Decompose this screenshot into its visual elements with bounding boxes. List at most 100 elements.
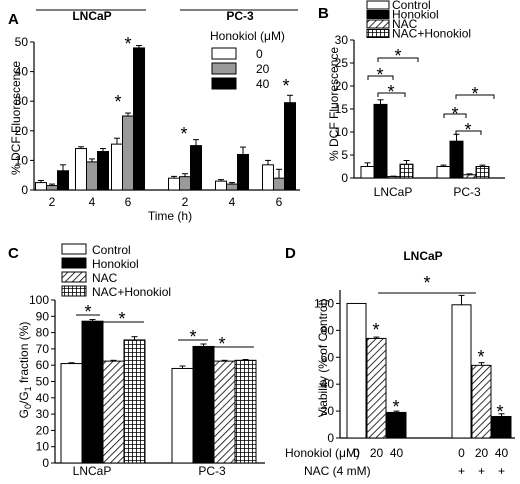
bar-a-2-5 <box>226 183 238 191</box>
b-ytick-label: 15 <box>335 102 349 116</box>
sig-star-d-5: * <box>496 402 503 422</box>
legend-label-c-3: NAC <box>92 271 118 285</box>
sig-star-c-4: * <box>218 334 225 354</box>
bar-a-1-1 <box>35 182 47 191</box>
c-ytick-label: 10 <box>36 440 50 454</box>
plot-area-c <box>54 300 265 464</box>
bar-a-3-2 <box>97 151 109 191</box>
legend-title-a: Honokiol (μM) <box>210 29 285 43</box>
x-tick-label-a: 6 <box>276 195 283 209</box>
sig-star-d-4: * <box>477 347 484 367</box>
panel-c: C G0/G1 fraction (%) ControlHonokiolNACN… <box>8 243 265 478</box>
sig-star-a-4: * <box>282 76 289 96</box>
bar-d-2 <box>366 337 387 439</box>
chart-title-d: LNCaP <box>403 249 442 263</box>
bar-a-2-4 <box>179 176 191 191</box>
bar-a-2-3 <box>122 115 134 191</box>
honokiol-dose-d-4: 0 <box>458 446 465 460</box>
b-ytick-label: 5 <box>341 148 348 162</box>
c-ytick-label: 40 <box>36 391 50 405</box>
bar-c-3-1 <box>102 360 125 464</box>
d-ytick-label: 0 <box>327 431 334 445</box>
y-ticks-c: 0 10 20 30 40 50 60 70 80 90 100 <box>29 293 55 470</box>
c-ytick-label: 60 <box>36 358 50 372</box>
x-axis-label-a: Time (h) <box>148 209 192 223</box>
bar-b-3-2 <box>462 174 477 179</box>
panel-d: D LNCaP Viability (% of Control) 0 20 40 60… <box>285 245 515 478</box>
sig-star-c-1: * <box>84 302 91 322</box>
bar-a-1-3 <box>111 143 123 191</box>
significance-d: * * * * * <box>372 273 503 422</box>
sig-star-b-2: * <box>387 82 394 102</box>
panel-label-b: B <box>318 5 329 22</box>
legend-label-a-20: 20 <box>256 62 270 76</box>
sig-star-c-3: * <box>189 327 196 347</box>
plot-area-b <box>353 40 505 179</box>
bar-c-1-2 <box>171 367 194 464</box>
c-ytick-label: 100 <box>29 293 49 307</box>
x-ticks-a: 2 4 6 2 4 6 <box>49 195 283 209</box>
legend-label-c-1: Control <box>92 243 131 257</box>
sig-star-a-2: * <box>114 92 121 112</box>
x-cat-b-lncap: LNCaP <box>374 185 413 199</box>
x-tick-label-a: 6 <box>125 195 132 209</box>
legend-label-c-4: NAC+Honokiol <box>92 285 171 299</box>
panel-label-d: D <box>285 245 296 262</box>
panel-a: A % DCF Fluorescence Time (h) LNCaP PC-3… <box>8 9 300 223</box>
bar-a-3-4 <box>190 145 202 191</box>
legend-swatch-a-0 <box>211 47 237 60</box>
sig-bracket-b-4 <box>443 113 467 118</box>
sig-bracket-b-1 <box>367 75 394 80</box>
bar-a-1-5 <box>215 180 227 191</box>
group-label-a-pc3: PC-3 <box>226 9 254 23</box>
legend-swatch-c-4 <box>61 285 87 297</box>
legend-swatch-b-3 <box>366 19 390 29</box>
bar-a-2-6 <box>273 177 285 191</box>
sig-bracket-b-5 <box>455 130 482 135</box>
x-tick-label-a: 4 <box>89 195 96 209</box>
bar-b-4-2 <box>475 166 490 179</box>
y-ticks-a: 0 10 20 30 40 50 <box>15 35 34 197</box>
bar-a-1-6 <box>262 164 274 191</box>
legend-label-c-2: Honokiol <box>92 257 139 271</box>
b-ytick-label: 25 <box>335 56 349 70</box>
legend-swatch-c-2 <box>61 257 87 269</box>
sig-star-a-3: * <box>180 124 187 144</box>
d-ytick-label: 60 <box>321 350 335 364</box>
sig-star-a-1: * <box>124 34 131 54</box>
sig-star-d-3: * <box>392 397 399 417</box>
bar-b-2-1 <box>373 103 388 179</box>
honokiol-dose-d-6: 40 <box>495 446 509 460</box>
d-ytick-label: 100 <box>314 296 334 310</box>
significance-c <box>76 314 254 348</box>
b-ytick-label: 30 <box>335 33 349 47</box>
significance-b-stars: * * * * * * <box>376 46 478 140</box>
nac-mark-d-6: + <box>498 464 505 478</box>
significance-a: * * * * <box>114 34 289 144</box>
bar-d-5 <box>471 364 492 439</box>
bar-a-3-1 <box>57 170 69 191</box>
c-ytick-label: 50 <box>36 375 50 389</box>
d-ytick-label: 80 <box>321 323 335 337</box>
x-cat-c-lncap: LNCaP <box>73 464 112 478</box>
bar-c-4-2 <box>234 359 257 464</box>
plot-area-d <box>339 290 515 439</box>
sig-star-b-3: * <box>394 46 401 66</box>
bar-a-3-3 <box>133 47 145 191</box>
legend-swatch-a-40 <box>211 77 237 90</box>
y-axis-label-c: G0/G1 fraction (%) <box>17 322 33 419</box>
panel-b: B % DCF Fluorescence ControlHonokiolNACN… <box>318 0 505 199</box>
y-axis-label-b: % DCF Fluorescence <box>327 47 341 161</box>
bar-c-2-2 <box>192 345 215 464</box>
c-ytick-label: 0 <box>42 456 49 470</box>
y-axis-label-d: Viability (% of Control) <box>316 299 330 418</box>
legend-label-b-3: NAC <box>392 17 418 31</box>
x-tick-label-a: 2 <box>182 195 189 209</box>
sig-star-d-1: * <box>423 273 430 293</box>
a-ytick-label: 10 <box>15 153 29 167</box>
bar-c-2-1 <box>81 320 104 464</box>
y-axis-label-a: % DCF Fluorescence <box>9 61 23 175</box>
